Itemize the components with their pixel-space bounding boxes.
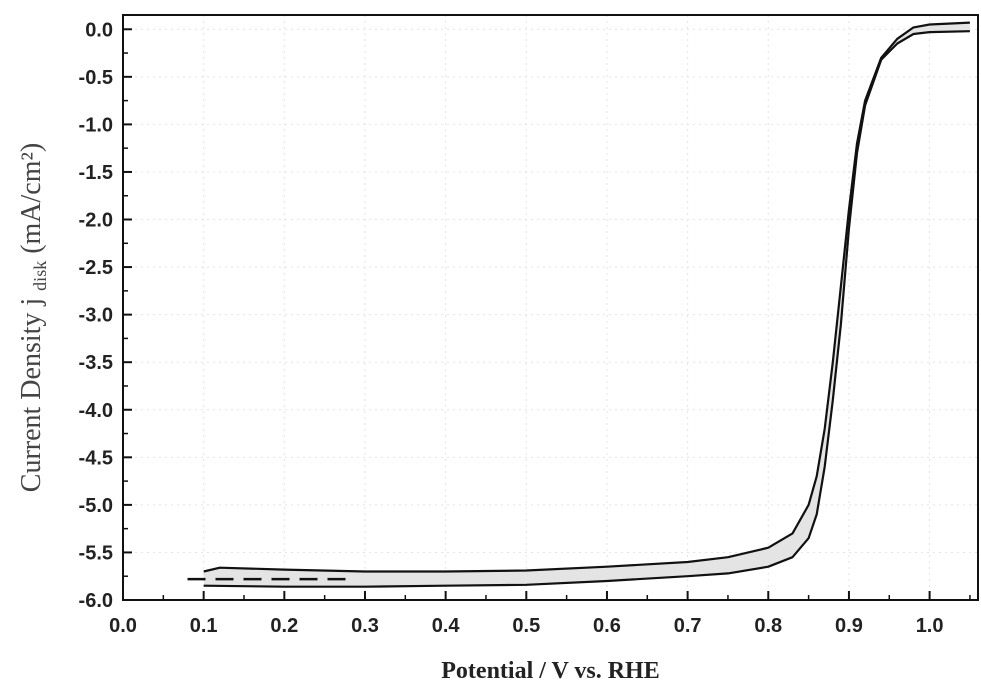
- y-tick-label: -1.0: [79, 114, 113, 136]
- x-tick-label: 0.5: [512, 615, 540, 637]
- x-axis-title: Potential / V vs. RHE: [441, 658, 659, 684]
- y-axis-title: Current Density j disk (mA/cm²): [16, 143, 53, 492]
- y-axis: 0.0 -0.5 -1.0 -1.5 -2.0 -2.5 -3.0 -3.5 -4.0 -4.5 -…: [79, 19, 132, 612]
- y-axis-title-unit: (mA/cm²): [16, 143, 47, 254]
- x-tick-label: 0.8: [754, 615, 782, 637]
- x-tick-label: 0.6: [593, 615, 621, 637]
- hysteresis-band: [203, 22, 970, 587]
- y-tick-label: 0.0: [85, 19, 113, 41]
- x-tick-label: 0.0: [109, 615, 137, 637]
- y-tick-label: -2.5: [79, 257, 113, 279]
- grid: [122, 15, 978, 601]
- plot-frame: [122, 14, 979, 601]
- y-tick-label: -5.5: [79, 542, 113, 564]
- y-tick-label: -3.0: [79, 305, 113, 327]
- x-tick-label: 0.2: [270, 615, 298, 637]
- x-tick-label: 0.7: [674, 615, 702, 637]
- y-tick-label: -4.0: [79, 400, 113, 422]
- y-tick-label: -2.0: [79, 210, 113, 232]
- series-line-2: [203, 30, 970, 588]
- x-tick-label: 0.1: [190, 615, 218, 637]
- y-tick-label: -6.0: [79, 590, 113, 612]
- y-tick-label: -5.0: [79, 495, 113, 517]
- x-axis: 0.0 0.1 0.2 0.3 0.4 0.5 0.6 0.7 0.8 0.9 1.0: [109, 591, 971, 637]
- x-tick-label: 0.3: [351, 615, 379, 637]
- y-axis-title-main: Current Density j: [16, 298, 47, 492]
- x-tick-label: 0.4: [432, 615, 461, 637]
- y-tick-label: -4.5: [79, 447, 113, 469]
- x-tick-label: 1.0: [916, 615, 944, 637]
- y-tick-label: -1.5: [79, 162, 113, 184]
- y-tick-label: -0.5: [79, 67, 113, 89]
- y-tick-label: -3.5: [79, 352, 113, 374]
- series-line-1: [203, 21, 970, 573]
- series-group: [187, 21, 970, 588]
- y-axis-title-subscript: disk: [30, 261, 50, 291]
- x-tick-label: 0.9: [835, 615, 863, 637]
